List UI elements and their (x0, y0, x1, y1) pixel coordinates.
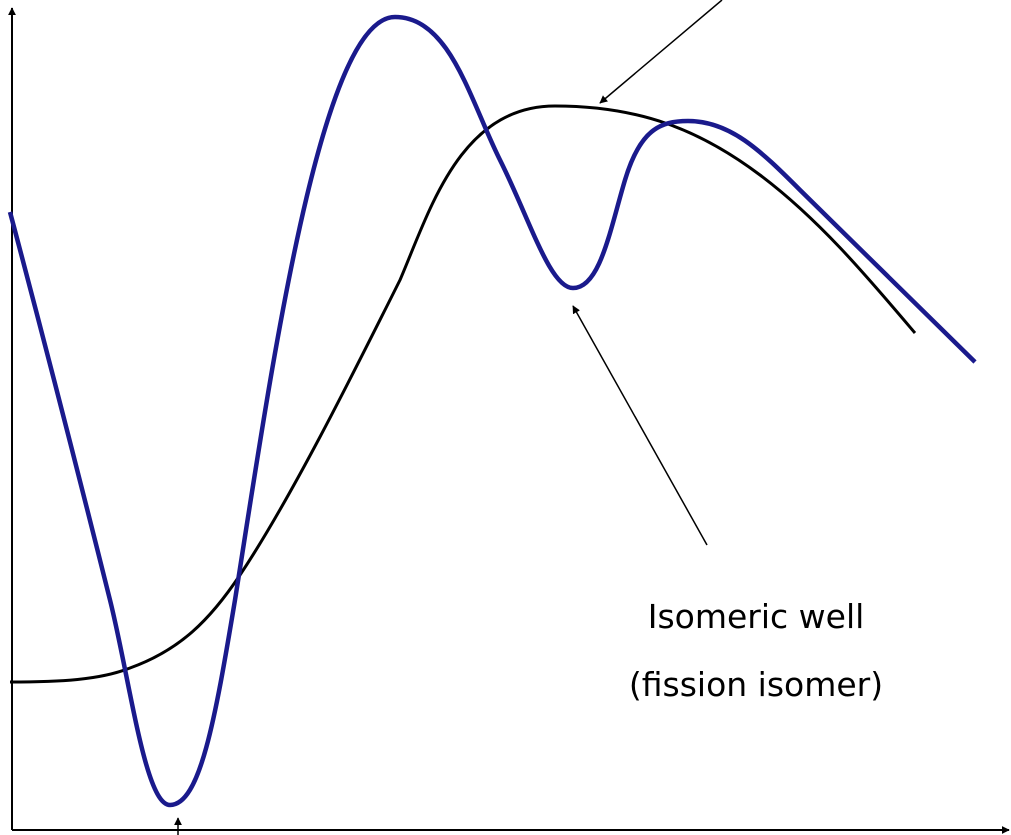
shell-corrected-curve (7, 14, 977, 808)
annotation-line: (fission isomer) (629, 665, 883, 704)
pointer-arrow (599, 0, 723, 104)
annotation-line: Isomeric well (648, 597, 865, 636)
liquid-drop-curve (9, 104, 917, 684)
pointer-arrow (572, 305, 708, 546)
